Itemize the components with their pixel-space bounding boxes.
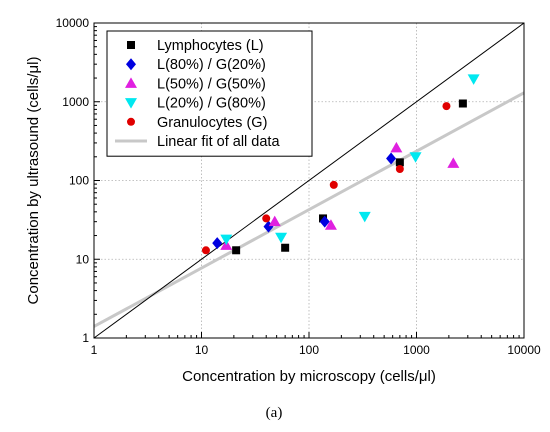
data-point <box>324 219 337 230</box>
y-tick-label: 1 <box>82 331 89 345</box>
identity-line <box>93 22 525 339</box>
x-tick-label: 1000 <box>403 343 430 357</box>
x-tick-label: 10 <box>195 343 209 357</box>
legend-marker <box>125 77 137 88</box>
legend-entry: L(80%) / G(20%) <box>126 57 266 73</box>
legend-label: L(50%) / G(50%) <box>157 76 266 92</box>
data-point <box>447 157 460 168</box>
legend-entry: Granulocytes (G) <box>127 115 267 131</box>
data-point <box>395 158 404 167</box>
trend-lines <box>93 22 525 339</box>
series-5 <box>201 102 451 255</box>
y-axis-label: Concentration by ultrasound (cells/μl) <box>25 57 42 305</box>
legend-marker <box>125 98 137 109</box>
legend-label: Lymphocytes (L) <box>157 38 264 54</box>
legend-box <box>106 30 313 157</box>
x-axis-ticks: 1 10 100 1000 10000 <box>91 332 541 357</box>
y-tick-label: 10 <box>76 252 90 266</box>
legend-marker <box>126 58 136 71</box>
x-tick-label: 10000 <box>507 343 541 357</box>
data-point <box>442 102 451 111</box>
data-point <box>458 99 467 108</box>
data-point <box>358 211 371 223</box>
legend: Lymphocytes (L) L(80%) / G(20%) L(50%) / G… <box>106 30 313 157</box>
series-2 <box>212 152 397 250</box>
y-tick-label: 1000 <box>62 95 89 109</box>
data-point <box>201 246 210 255</box>
data-point <box>262 214 271 223</box>
x-axis-label: Concentration by microscopy (cells/μl) <box>182 368 436 385</box>
data-points <box>201 74 480 255</box>
data-point <box>281 243 290 252</box>
y-axis-ticks: 1 10 100 1000 10000 <box>56 16 100 345</box>
y-tick-label: 10000 <box>56 16 90 30</box>
legend-entry: L(50%) / G(50%) <box>125 76 266 92</box>
legend-marker <box>127 41 135 49</box>
x-tick-label: 1 <box>91 343 98 357</box>
data-point <box>386 152 397 165</box>
data-point <box>275 232 288 244</box>
legend-marker <box>127 117 135 126</box>
data-point <box>409 152 422 163</box>
data-point <box>467 74 480 85</box>
data-point <box>319 215 330 228</box>
legend-entry: Lymphocytes (L) <box>127 38 264 54</box>
legend-label: Granulocytes (G) <box>157 115 267 131</box>
panel-label: (a) <box>266 405 283 421</box>
legend-label: L(20%) / G(80%) <box>157 96 266 112</box>
data-point <box>232 246 241 255</box>
data-point <box>329 180 338 189</box>
legend-entry: L(20%) / G(80%) <box>125 96 266 112</box>
linear-fit-line <box>93 91 525 328</box>
series-4 <box>220 74 480 246</box>
data-point <box>390 141 403 153</box>
legend-label: L(80%) / G(20%) <box>157 57 266 73</box>
legend-entry: Linear fit of all data <box>115 134 280 150</box>
legend-label: Linear fit of all data <box>157 134 280 150</box>
data-point <box>212 237 223 250</box>
data-point <box>220 234 233 246</box>
data-point <box>268 215 281 227</box>
data-point <box>395 164 404 173</box>
x-tick-label: 100 <box>299 343 319 357</box>
y-tick-label: 100 <box>69 174 89 188</box>
